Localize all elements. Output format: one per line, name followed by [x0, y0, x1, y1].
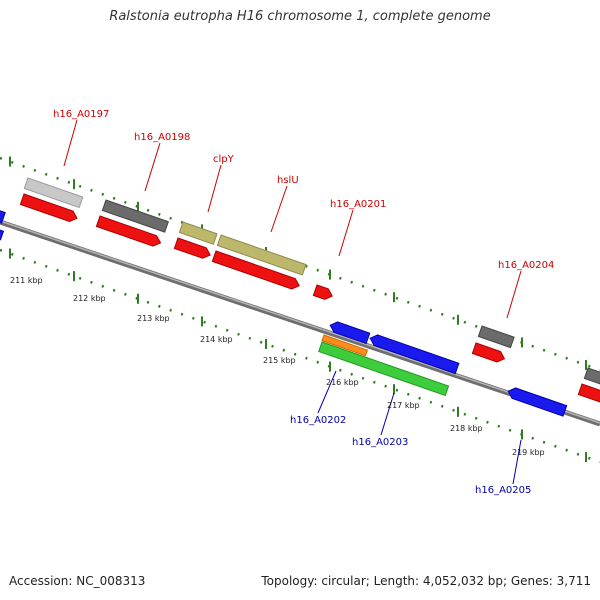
callout-line	[270, 185, 288, 233]
gene-red-6[interactable]	[471, 342, 506, 364]
gene-red-5[interactable]	[312, 284, 334, 301]
kbp-label-211: 211 kbp	[10, 276, 43, 285]
callout-line	[506, 270, 522, 319]
kbp-label-214: 214 kbp	[200, 335, 233, 344]
gene-label-hslu[interactable]: hslU	[277, 175, 299, 186]
accession-text: Accession: NC_008313	[9, 574, 146, 588]
gene-label-h16-a0201[interactable]: h16_A0201	[330, 199, 386, 210]
chromosome-backbone	[0, 219, 600, 427]
callout-line	[63, 119, 78, 167]
gene-khaki-1[interactable]	[178, 221, 218, 245]
callout-line	[317, 370, 337, 414]
gene-red-4[interactable]	[211, 250, 301, 291]
gene-lightgray-1[interactable]	[23, 177, 84, 209]
kbp-label-219: 219 kbp	[512, 448, 545, 457]
callout-line	[338, 209, 354, 257]
gene-blue-5[interactable]	[506, 386, 568, 417]
chromosome-backbone-highlight	[0, 220, 600, 424]
gene-label-clpy[interactable]: clpY	[213, 154, 235, 165]
gene-label-h16-a0203[interactable]: h16_A0203	[352, 437, 408, 448]
gene-green-1[interactable]	[318, 341, 450, 397]
kbp-label-215: 215 kbp	[263, 356, 296, 365]
gene-red-1[interactable]	[19, 193, 78, 223]
kbp-label-213: 213 kbp	[137, 314, 170, 323]
gene-red-3[interactable]	[173, 237, 212, 260]
kbp-label-217: 217 kbp	[387, 401, 420, 410]
gene-khaki-2[interactable]	[216, 234, 307, 276]
inner-tick-row	[0, 248, 600, 464]
gene-label-h16-a0205[interactable]: h16_A0205	[475, 485, 531, 496]
gene-red-2[interactable]	[95, 215, 162, 248]
kbp-label-212: 212 kbp	[73, 294, 106, 303]
callout-line	[380, 392, 395, 436]
gene-label-h16-a0204[interactable]: h16_A0204	[498, 260, 554, 271]
gene-blue-2[interactable]	[0, 227, 5, 241]
callout-line	[512, 439, 522, 485]
kbp-label-218: 218 kbp	[450, 424, 483, 433]
topology-text: Topology: circular; Length: 4,052,032 bp…	[261, 574, 591, 588]
gene-label-h16-a0202[interactable]: h16_A0202	[290, 415, 346, 426]
callout-line	[207, 164, 222, 213]
gene-darkgray-2[interactable]	[477, 325, 515, 349]
gene-label-h16-a0197[interactable]: h16_A0197	[53, 109, 109, 120]
gene-blue-4[interactable]	[368, 333, 460, 375]
gene-orange-1[interactable]	[321, 334, 369, 357]
callout-line	[144, 142, 161, 192]
gene-darkgray-3[interactable]	[583, 367, 600, 389]
gene-darkgray-1[interactable]	[101, 199, 169, 233]
kbp-label-216: 216 kbp	[326, 378, 359, 387]
gene-blue-3[interactable]	[328, 320, 371, 345]
gene-blue-1[interactable]	[0, 207, 6, 224]
gene-red-7[interactable]	[577, 383, 600, 405]
map-title: Ralstonia eutropha H16 chromosome 1, com…	[109, 9, 491, 24]
gene-label-h16-a0198[interactable]: h16_A0198	[134, 132, 190, 143]
